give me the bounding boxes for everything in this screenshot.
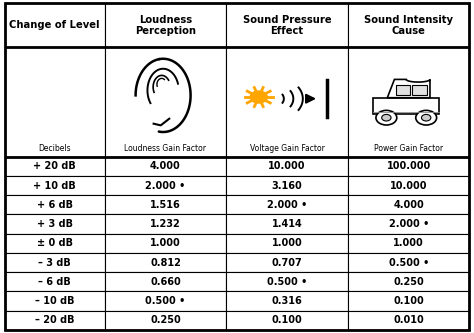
Text: 0.316: 0.316 bbox=[272, 296, 302, 306]
Text: Decibels: Decibels bbox=[38, 144, 71, 153]
Text: Loudness Gain Factor: Loudness Gain Factor bbox=[125, 144, 207, 153]
Text: 0.250: 0.250 bbox=[150, 315, 181, 325]
Text: 0.500 •: 0.500 • bbox=[389, 258, 429, 268]
Text: 1.000: 1.000 bbox=[150, 238, 181, 248]
Text: 0.812: 0.812 bbox=[150, 258, 181, 268]
Bar bbox=[105, 195, 226, 214]
Bar bbox=[373, 98, 439, 114]
Bar bbox=[348, 3, 469, 47]
Text: Voltage Gain Factor: Voltage Gain Factor bbox=[250, 144, 325, 153]
Text: 1.232: 1.232 bbox=[150, 219, 181, 229]
Bar bbox=[348, 214, 469, 234]
Text: 4.000: 4.000 bbox=[150, 161, 181, 171]
Text: Sound Pressure
Effect: Sound Pressure Effect bbox=[243, 15, 331, 36]
Text: ± 0 dB: ± 0 dB bbox=[36, 238, 73, 248]
Circle shape bbox=[382, 115, 391, 121]
Bar bbox=[5, 291, 105, 311]
Text: 4.000: 4.000 bbox=[393, 200, 424, 210]
Bar bbox=[412, 85, 427, 95]
Text: 0.500 •: 0.500 • bbox=[267, 277, 307, 287]
Bar bbox=[226, 234, 348, 253]
Text: 0.500 •: 0.500 • bbox=[146, 296, 186, 306]
Text: 1.000: 1.000 bbox=[272, 238, 302, 248]
Bar bbox=[5, 234, 105, 253]
Bar bbox=[105, 47, 226, 157]
Text: – 10 dB: – 10 dB bbox=[35, 296, 74, 306]
Text: + 3 dB: + 3 dB bbox=[36, 219, 73, 229]
Bar bbox=[5, 272, 105, 291]
Bar bbox=[226, 311, 348, 330]
Bar bbox=[226, 272, 348, 291]
Text: + 10 dB: + 10 dB bbox=[33, 180, 76, 190]
Bar bbox=[348, 157, 469, 176]
Bar bbox=[5, 214, 105, 234]
Text: 0.707: 0.707 bbox=[272, 258, 302, 268]
Bar bbox=[348, 47, 469, 157]
Bar bbox=[5, 253, 105, 272]
Text: 2.000 •: 2.000 • bbox=[146, 180, 186, 190]
Text: – 3 dB: – 3 dB bbox=[38, 258, 71, 268]
Circle shape bbox=[250, 91, 267, 103]
Bar bbox=[5, 195, 105, 214]
Text: 0.100: 0.100 bbox=[272, 315, 302, 325]
Text: 100.000: 100.000 bbox=[386, 161, 431, 171]
Text: 2.000 •: 2.000 • bbox=[389, 219, 429, 229]
Bar bbox=[105, 272, 226, 291]
Text: Sound Intensity
Cause: Sound Intensity Cause bbox=[364, 15, 453, 36]
Bar bbox=[105, 3, 226, 47]
Text: + 6 dB: + 6 dB bbox=[36, 200, 73, 210]
Bar bbox=[105, 311, 226, 330]
Text: Change of Level: Change of Level bbox=[9, 20, 100, 30]
Text: 10.000: 10.000 bbox=[390, 180, 428, 190]
Bar bbox=[396, 85, 410, 95]
Bar bbox=[5, 311, 105, 330]
Bar bbox=[226, 253, 348, 272]
Bar bbox=[5, 176, 105, 195]
Bar bbox=[5, 3, 105, 47]
Bar bbox=[348, 176, 469, 195]
Bar bbox=[226, 195, 348, 214]
Bar bbox=[226, 291, 348, 311]
Bar bbox=[226, 157, 348, 176]
Circle shape bbox=[376, 110, 397, 125]
Text: 10.000: 10.000 bbox=[268, 161, 306, 171]
Text: 0.100: 0.100 bbox=[393, 296, 424, 306]
Text: Loudness
Perception: Loudness Perception bbox=[135, 15, 196, 36]
Text: 1.516: 1.516 bbox=[150, 200, 181, 210]
Text: 0.660: 0.660 bbox=[150, 277, 181, 287]
Bar bbox=[5, 157, 105, 176]
Bar bbox=[348, 195, 469, 214]
Bar bbox=[226, 47, 348, 157]
Polygon shape bbox=[387, 79, 430, 98]
Bar bbox=[5, 47, 105, 157]
Bar bbox=[226, 214, 348, 234]
Bar bbox=[226, 3, 348, 47]
Text: – 6 dB: – 6 dB bbox=[38, 277, 71, 287]
Text: – 20 dB: – 20 dB bbox=[35, 315, 74, 325]
Bar bbox=[105, 291, 226, 311]
Bar bbox=[105, 157, 226, 176]
Bar bbox=[348, 272, 469, 291]
Bar bbox=[348, 291, 469, 311]
Bar bbox=[348, 253, 469, 272]
Text: 3.160: 3.160 bbox=[272, 180, 302, 190]
Circle shape bbox=[416, 110, 437, 125]
Text: Power Gain Factor: Power Gain Factor bbox=[374, 144, 443, 153]
Text: 1.414: 1.414 bbox=[272, 219, 302, 229]
Bar bbox=[348, 311, 469, 330]
Text: 2.000 •: 2.000 • bbox=[267, 200, 307, 210]
Circle shape bbox=[421, 115, 431, 121]
Bar bbox=[226, 176, 348, 195]
Bar bbox=[348, 234, 469, 253]
Text: 0.250: 0.250 bbox=[393, 277, 424, 287]
Text: + 20 dB: + 20 dB bbox=[33, 161, 76, 171]
Bar bbox=[105, 214, 226, 234]
Text: 1.000: 1.000 bbox=[393, 238, 424, 248]
Bar bbox=[105, 234, 226, 253]
Bar bbox=[105, 176, 226, 195]
Text: 0.010: 0.010 bbox=[393, 315, 424, 325]
Bar bbox=[105, 253, 226, 272]
